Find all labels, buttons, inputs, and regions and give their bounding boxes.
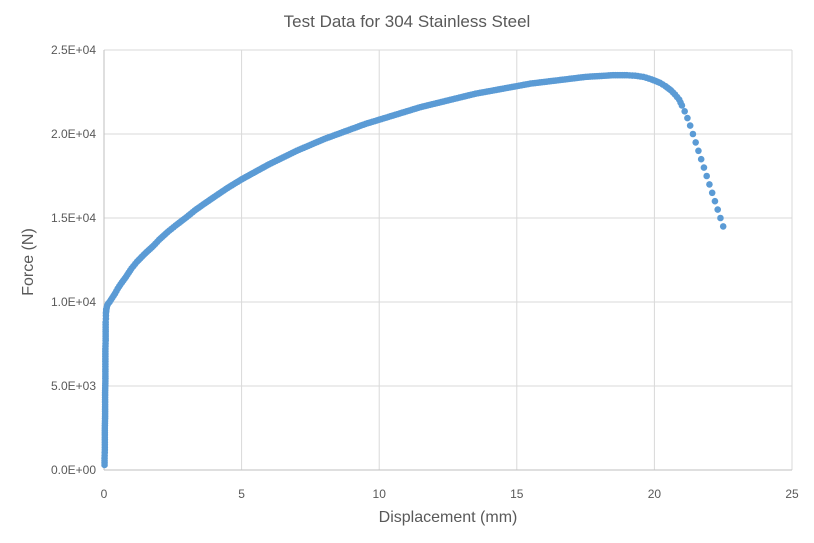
y-tick-label: 2.5E+04 <box>51 43 96 57</box>
data-point <box>703 172 710 180</box>
y-axis-label: Force (N) <box>20 228 37 296</box>
y-tick-labels: 0.0E+00 5.0E+03 1.0E+04 1.5E+04 2.0E+04 2.5E+… <box>51 43 96 477</box>
x-tick-label: 10 <box>373 487 387 501</box>
data-point <box>697 155 705 163</box>
data-point <box>695 147 702 155</box>
gridlines <box>104 49 793 470</box>
x-tick-label: 25 <box>785 487 799 501</box>
x-axis-label: Displacement (mm) <box>379 509 518 526</box>
data-point <box>706 181 713 188</box>
y-tick-label: 2.0E+04 <box>51 127 96 141</box>
axes <box>103 50 792 471</box>
data-point <box>719 223 727 230</box>
data-point <box>692 139 699 146</box>
x-tick-label: 15 <box>510 487 524 501</box>
data-point <box>700 164 708 171</box>
data-point <box>689 130 697 138</box>
y-tick-label: 1.0E+04 <box>51 295 96 309</box>
data-points <box>101 71 727 469</box>
data-point <box>717 214 724 222</box>
data-point <box>708 189 716 197</box>
data-point <box>681 108 688 115</box>
y-tick-label: 5.0E+03 <box>51 379 96 393</box>
chart-title: Test Data for 304 Stainless Steel <box>284 12 531 31</box>
data-point <box>711 197 719 205</box>
data-point <box>678 102 686 109</box>
data-point <box>686 122 694 129</box>
x-tick-label: 20 <box>648 487 662 501</box>
x-tick-label: 0 <box>101 487 108 501</box>
x-tick-labels: 0 5 10 15 20 25 <box>101 487 799 501</box>
data-point <box>714 206 721 213</box>
data-point <box>684 114 691 122</box>
y-tick-label: 0.0E+00 <box>51 463 96 477</box>
y-tick-label: 1.5E+04 <box>51 211 96 225</box>
x-tick-label: 5 <box>238 487 245 501</box>
